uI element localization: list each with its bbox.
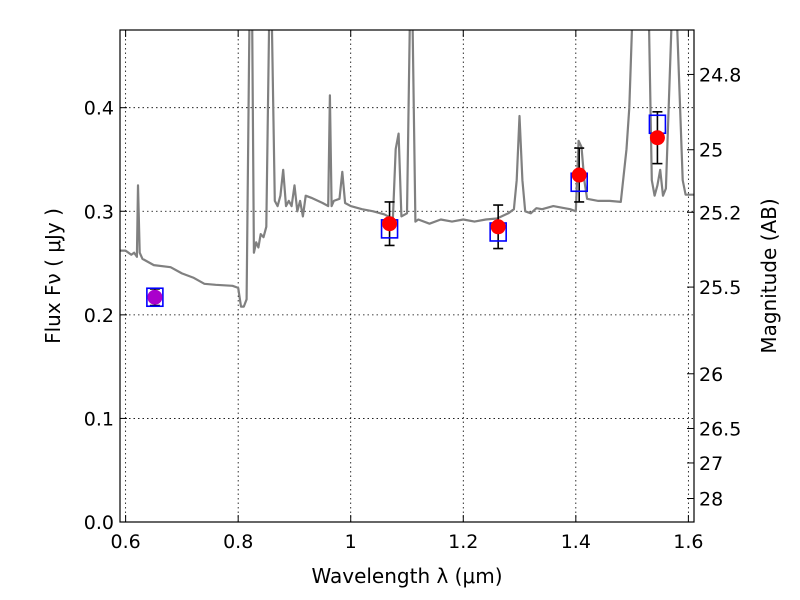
y-tick-label: 0.2 — [84, 305, 114, 327]
x-tick-label: 1.2 — [448, 531, 478, 553]
x-tick-label: 1.6 — [673, 531, 703, 553]
magnitude-tick-label: 25.5 — [699, 277, 741, 299]
observed-flux-point — [649, 130, 665, 146]
grid-lines — [120, 30, 694, 523]
spectrum-layer — [120, 30, 694, 308]
model-spectrum-line — [120, 30, 694, 308]
x-axis-label: Wavelength λ (μm) — [311, 564, 502, 588]
x-tick-label: 1 — [345, 531, 357, 553]
magnitude-axis-label: Magnitude (AB) — [757, 198, 781, 353]
x-tick-label: 0.8 — [223, 531, 253, 553]
y-axis: 0.0 0.1 0.2 0.3 0.4 — [84, 98, 127, 534]
magnitude-tick-label: 26 — [699, 364, 723, 386]
magnitude-axis: 24.8 25 25.2 25.5 26 26.5 27 28 — [687, 64, 741, 510]
model-band-flux-square — [146, 287, 164, 308]
magnitude-tick-label: 25 — [699, 140, 723, 162]
y-tick-label: 0.3 — [84, 201, 114, 223]
y-tick-label: 0.1 — [84, 408, 114, 430]
y-tick-label: 0.0 — [84, 512, 114, 534]
x-axis: 0.6 0.8 1 1.2 1.4 1.6 — [111, 30, 703, 553]
observed-flux-point — [147, 289, 163, 305]
magnitude-tick-label: 26.5 — [699, 418, 741, 440]
magnitude-tick-label: 25.2 — [699, 202, 741, 224]
plot-frame — [119, 29, 695, 523]
observed-flux-point — [382, 216, 398, 232]
x-tick-label: 1.4 — [561, 531, 591, 553]
x-tick-label: 0.6 — [111, 531, 141, 553]
magnitude-tick-label: 27 — [699, 453, 723, 475]
y-axis-label: Flux Fν ( μJy ) — [41, 208, 65, 344]
observed-points-layer — [147, 130, 665, 305]
magnitude-tick-label: 28 — [699, 488, 723, 510]
magnitude-tick-label: 24.8 — [699, 64, 741, 86]
y-tick-label: 0.4 — [84, 98, 114, 120]
observed-flux-point — [490, 219, 506, 235]
observed-flux-point — [571, 167, 587, 183]
